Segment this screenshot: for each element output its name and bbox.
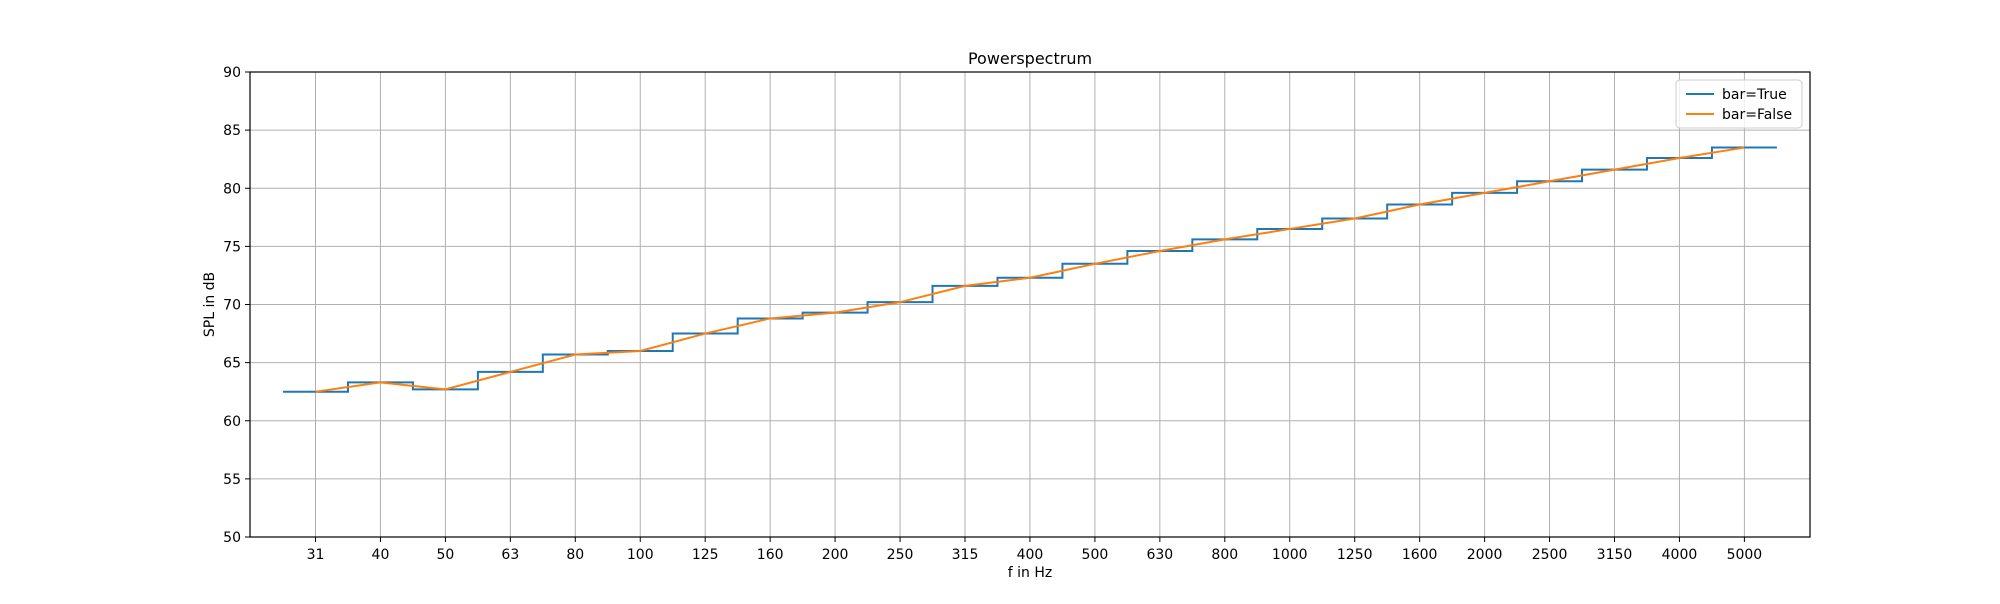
x-tick-label: 63 [501,547,519,563]
x-axis-label: f in Hz [1008,565,1052,581]
x-tick-label: 40 [372,547,390,563]
x-tick-label: 5000 [1727,547,1763,563]
series-layer [283,146,1777,393]
x-tick-label: 50 [436,547,454,563]
legend-label: bar=True [1722,87,1787,103]
x-tick-label: 800 [1211,547,1238,563]
series-line-bar-false [315,146,1745,393]
x-tick-label: 80 [566,547,584,563]
y-tick-label: 80 [223,181,241,197]
x-tick-label: 315 [952,547,979,563]
legend-label: bar=False [1722,107,1792,123]
x-tick-label: 250 [887,547,914,563]
axes: 50 55 60 65 70 75 80 85 90 31 40 50 63 80 100 125 160 200… [223,65,1762,563]
x-tick-label: 500 [1082,547,1109,563]
y-tick-label: 85 [223,123,241,139]
y-tick-label: 75 [223,239,241,255]
x-tick-label: 3150 [1597,547,1633,563]
x-tick-label: 400 [1017,547,1044,563]
x-tick-label: 2000 [1467,547,1503,563]
y-tick-label: 65 [223,356,241,372]
legend-box [1675,79,1803,129]
y-tick-label: 90 [223,65,241,81]
grid [250,71,1810,538]
x-tick-label: 31 [307,547,325,563]
x-tick-label: 1250 [1337,547,1373,563]
y-axis-label: SPL in dB [202,272,218,337]
y-tick-label: 50 [223,530,241,546]
y-tick-label: 70 [223,298,241,314]
x-tick-label: 1000 [1272,547,1308,563]
x-tick-label: 630 [1146,547,1173,563]
x-tick-label: 1600 [1402,547,1438,563]
x-tick-label: 125 [692,547,719,563]
chart-title: Powerspectrum [968,49,1092,68]
legend: bar=True bar=False [1675,79,1803,129]
x-tick-label: 2500 [1532,547,1568,563]
x-tick-label: 160 [757,547,784,563]
y-tick-label: 60 [223,414,241,430]
x-tick-label: 4000 [1662,547,1698,563]
y-tick-label: 55 [223,472,241,488]
x-tick-label: 200 [822,547,849,563]
x-tick-label: 100 [627,547,654,563]
